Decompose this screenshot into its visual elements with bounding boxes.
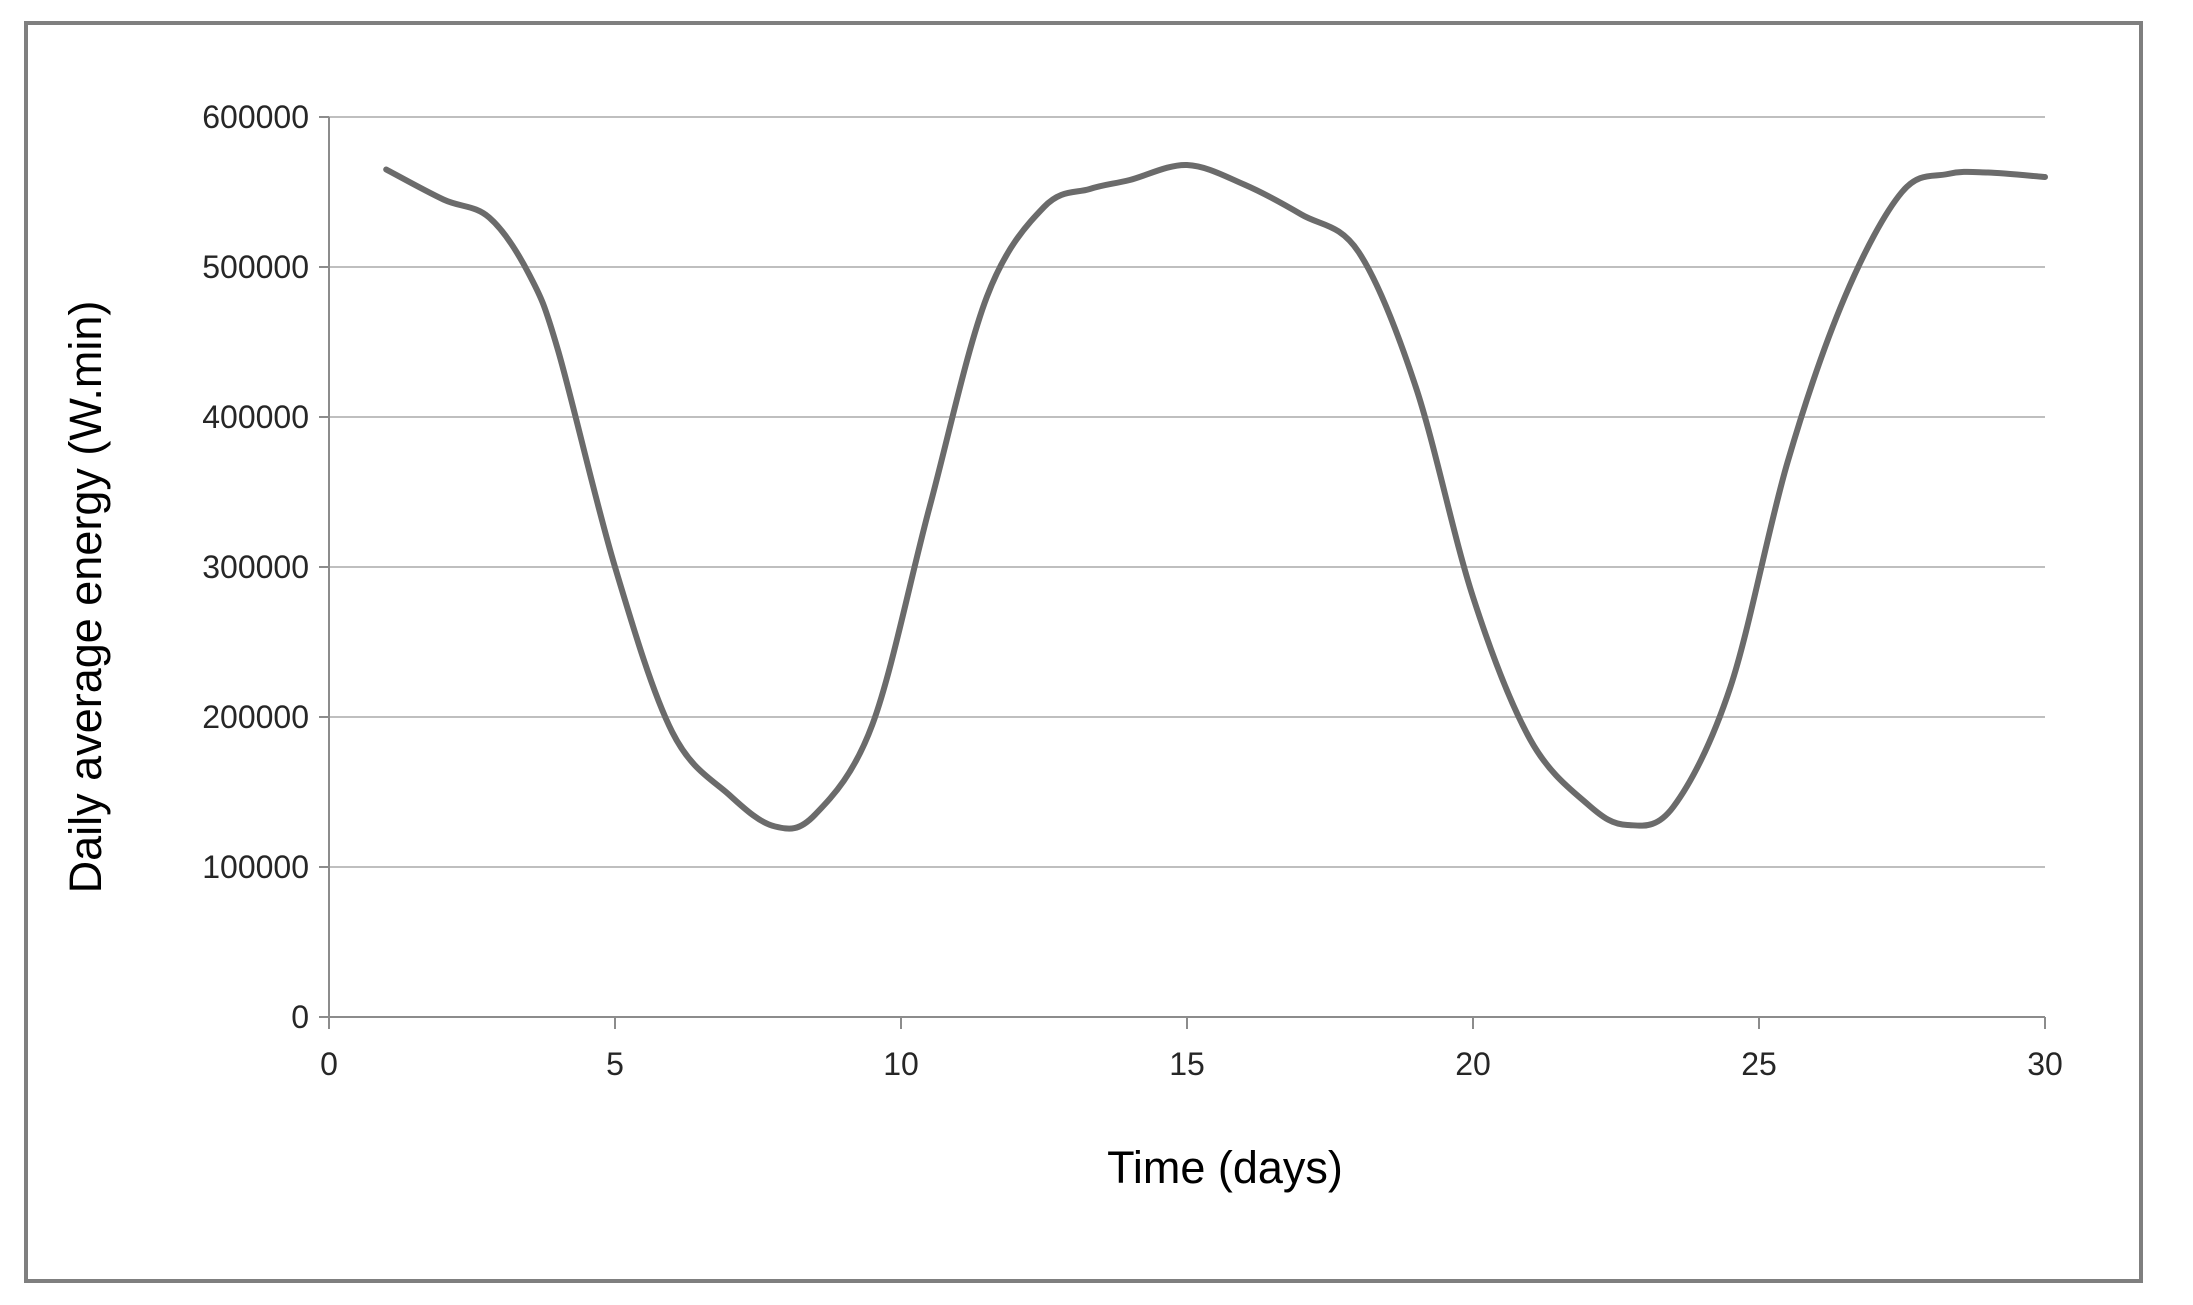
y-tick-label: 100000	[202, 849, 309, 885]
x-tick-label: 20	[1455, 1046, 1491, 1082]
chart-frame	[24, 21, 2143, 1283]
y-tick-label: 600000	[202, 99, 309, 135]
x-tick-label: 15	[1169, 1046, 1205, 1082]
x-tick-label: 10	[883, 1046, 919, 1082]
y-tick-label: 200000	[202, 699, 309, 735]
x-tick-label: 30	[2027, 1046, 2063, 1082]
y-tick-label: 500000	[202, 249, 309, 285]
series-layer	[383, 161, 2048, 832]
series-line	[383, 161, 2048, 832]
x-tick-label: 25	[1741, 1046, 1777, 1082]
y-tick-label: 300000	[202, 549, 309, 585]
tick-labels: 0 100000 200000 300000 400000 500000 600000 0 5 1…	[202, 99, 2063, 1082]
y-tick-label: 0	[291, 999, 309, 1035]
x-tick-label: 5	[606, 1046, 624, 1082]
x-axis-title: Time (days)	[1107, 1142, 1343, 1193]
y-tick-label: 400000	[202, 399, 309, 435]
axes	[319, 116, 2046, 1029]
x-tick-label: 0	[320, 1046, 338, 1082]
y-axis-title: Daily average energy (W.min)	[60, 301, 111, 894]
